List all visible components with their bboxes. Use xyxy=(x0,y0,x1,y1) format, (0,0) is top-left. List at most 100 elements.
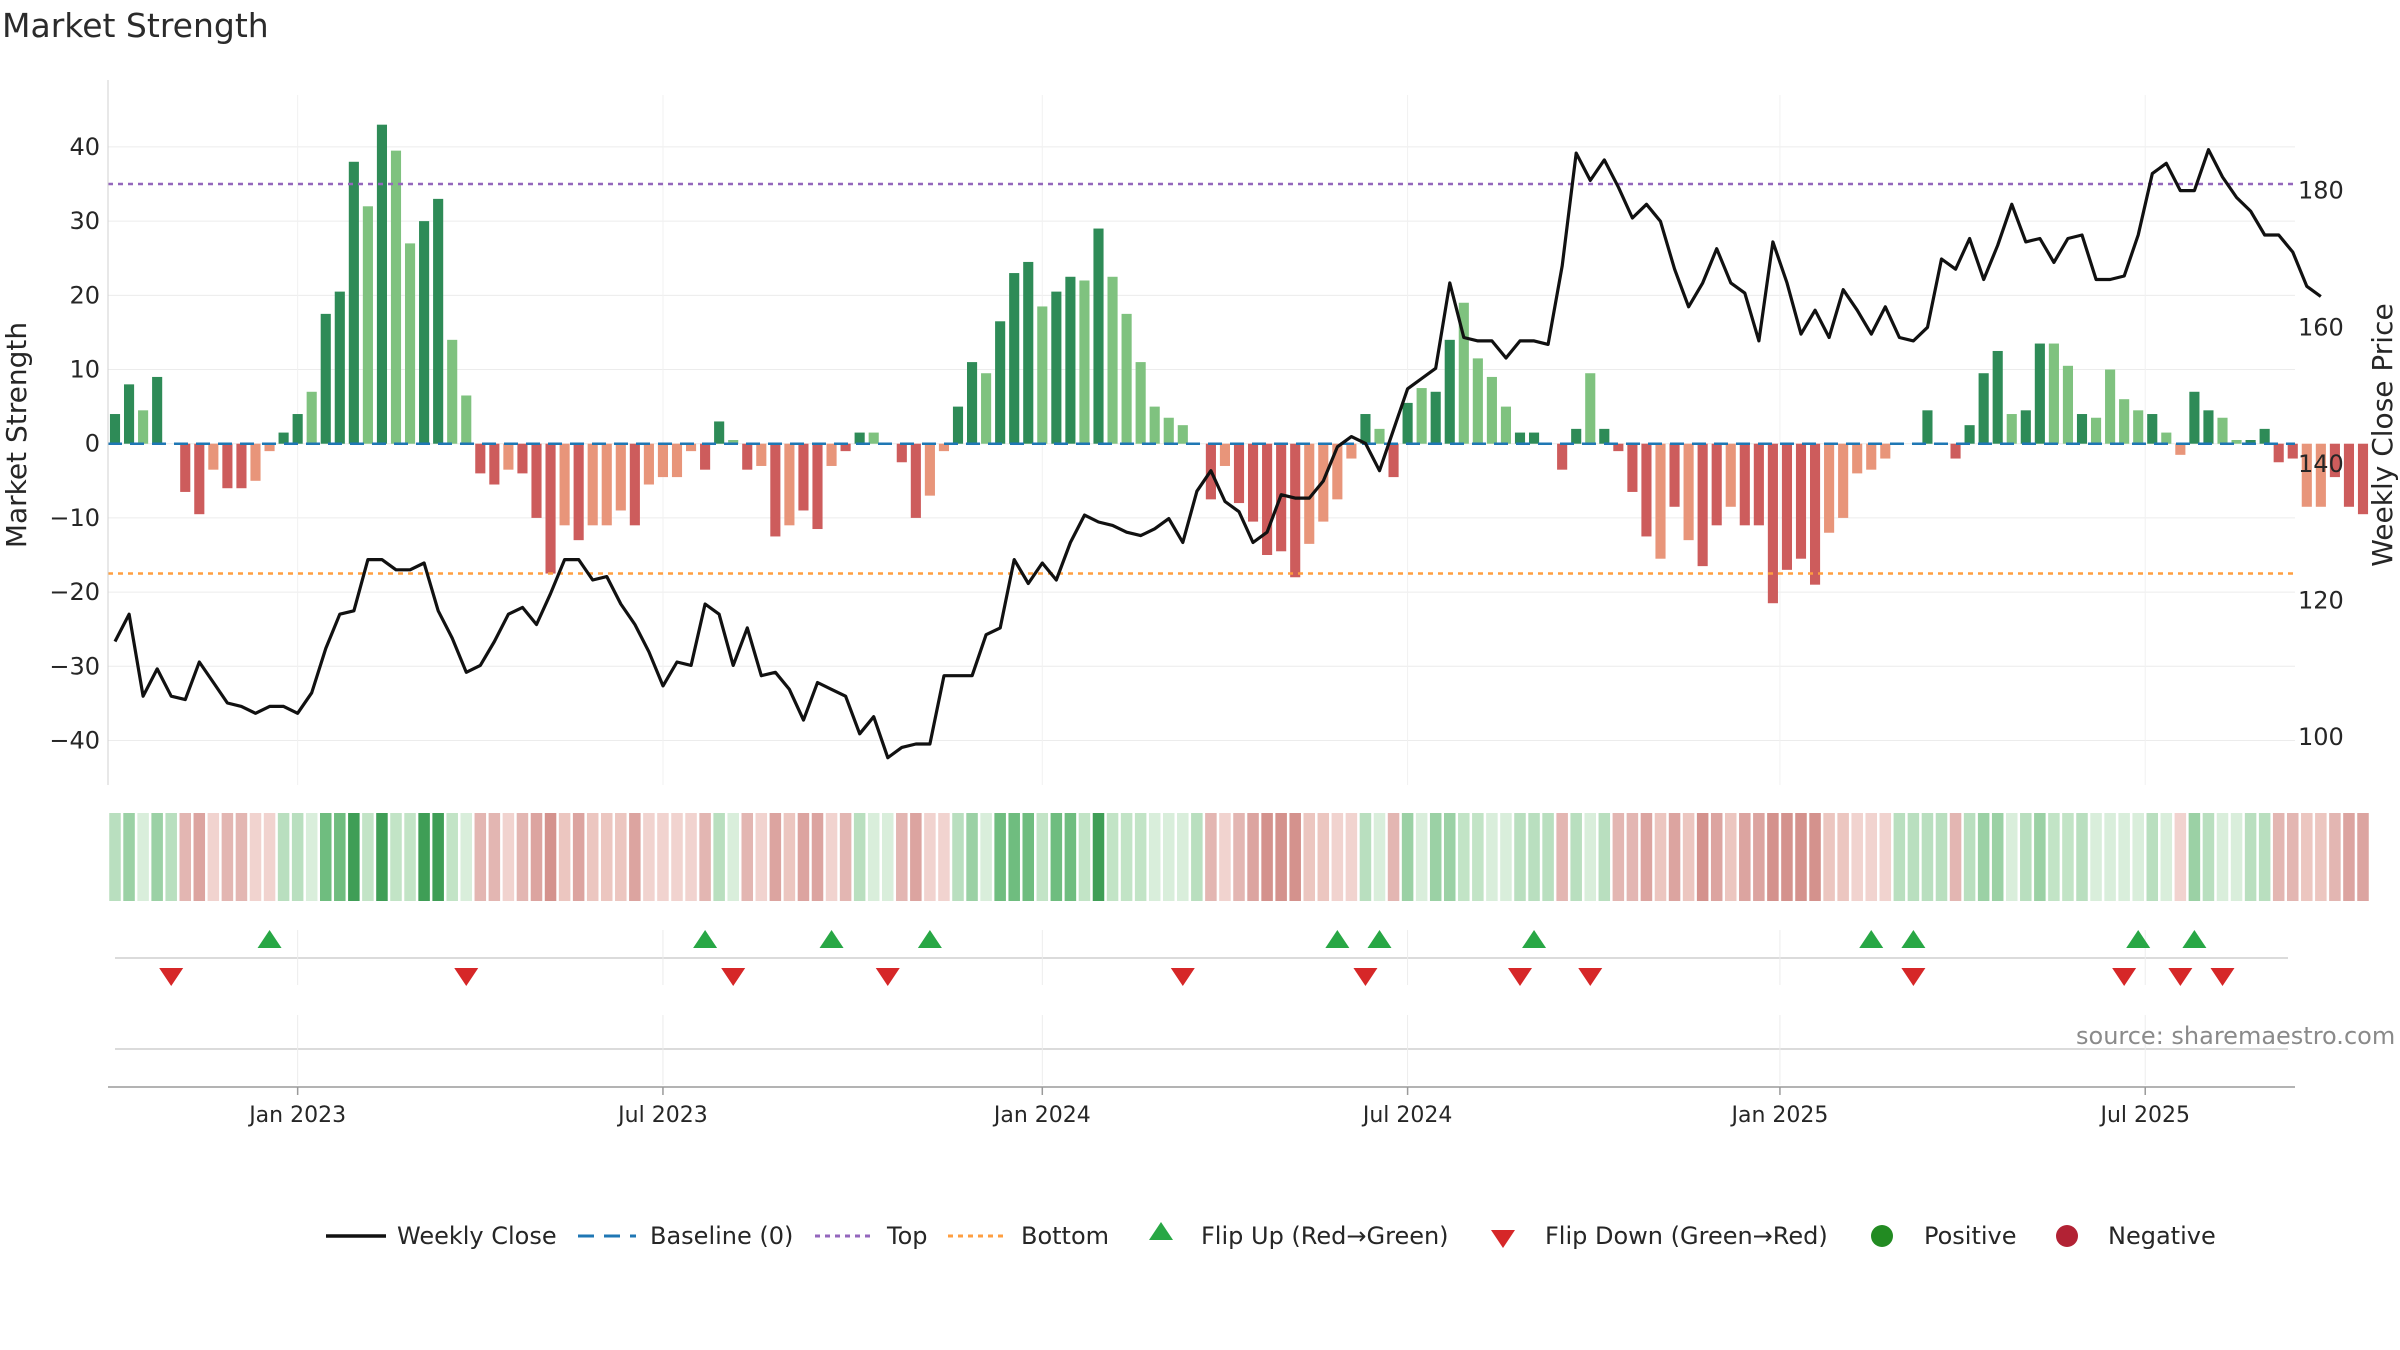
flip-down-marker xyxy=(1508,968,1532,986)
strength-bar xyxy=(657,443,669,478)
regime-cell xyxy=(221,813,234,901)
strength-bar xyxy=(306,391,317,444)
regime-cell xyxy=(1837,813,1849,901)
strength-bar xyxy=(1444,339,1455,444)
strength-bar xyxy=(587,443,598,526)
regime-cell xyxy=(432,813,444,901)
legend-label-baseline: Baseline (0) xyxy=(650,1222,793,1250)
strength-bar xyxy=(770,443,781,537)
regime-cell xyxy=(1219,813,1231,901)
regime-cell xyxy=(1724,813,1737,901)
strength-bar xyxy=(1360,414,1371,444)
x-tick-label: Jul 2024 xyxy=(1361,1103,1453,1128)
strength-bar xyxy=(1472,358,1483,444)
strength-bar xyxy=(2034,343,2045,444)
regime-cell xyxy=(1500,813,1512,901)
regime-cell xyxy=(193,813,206,901)
source-note: source: sharemaestro.com xyxy=(2076,1022,2396,1050)
strength-bar xyxy=(938,443,950,452)
flip-down-marker xyxy=(1170,968,1195,986)
regime-cell xyxy=(1486,813,1498,901)
regime-cell xyxy=(1443,813,1456,901)
y-left-axis-title: Market Strength xyxy=(0,322,33,548)
legend-label-negative: Negative xyxy=(2108,1222,2216,1250)
regime-cell xyxy=(2188,813,2201,901)
strength-bar xyxy=(714,421,725,444)
regime-cell xyxy=(1626,813,1639,901)
regime-cell xyxy=(249,813,262,901)
strength-bar xyxy=(123,384,135,444)
strength-bar xyxy=(1571,428,1582,444)
x-tick-label: Jul 2025 xyxy=(2098,1103,2190,1128)
strength-bar xyxy=(433,198,444,444)
regime-cell xyxy=(362,813,374,901)
regime-cell xyxy=(1865,813,1878,901)
regime-cell xyxy=(1148,813,1161,901)
flip-down-marker xyxy=(875,968,900,986)
legend-label-bottom: Bottom xyxy=(1021,1222,1109,1250)
regime-cell xyxy=(123,813,135,901)
strength-bar xyxy=(1725,443,1736,507)
y-left-tick-label: 20 xyxy=(69,281,100,309)
strength-bar xyxy=(1458,302,1469,444)
strength-bar xyxy=(180,443,191,492)
regime-cell xyxy=(938,813,950,901)
regime-cell xyxy=(334,813,346,901)
regime-cell xyxy=(1682,813,1695,901)
strength-bar xyxy=(1753,443,1764,526)
flip-up-marker xyxy=(1522,930,1547,948)
regime-cell xyxy=(1472,813,1484,901)
strength-bar xyxy=(1852,443,1863,474)
regime-cell xyxy=(544,813,557,901)
strength-bar xyxy=(1585,373,1596,444)
regime-cell xyxy=(165,813,177,901)
strength-bar xyxy=(503,443,514,470)
regime-cell xyxy=(1303,813,1316,901)
regime-cell xyxy=(1654,813,1667,901)
regime-cell xyxy=(1162,813,1175,901)
strength-bar xyxy=(1290,443,1301,578)
regime-cell xyxy=(2301,813,2313,901)
strength-bar xyxy=(1402,402,1413,444)
regime-cell xyxy=(502,813,515,901)
strength-bar xyxy=(2133,410,2144,444)
strength-bar xyxy=(2119,399,2130,444)
legend-label-top: Top xyxy=(886,1222,928,1250)
strength-bar xyxy=(1866,443,1877,470)
regime-cell xyxy=(980,813,992,901)
regime-cell xyxy=(2104,813,2116,901)
regime-cell xyxy=(1317,813,1330,901)
flip-down-marker xyxy=(454,968,479,986)
strength-bar xyxy=(1430,391,1441,444)
regime-cell xyxy=(179,813,192,901)
regime-cell xyxy=(1949,813,1962,901)
weekly-close-line xyxy=(113,148,2322,760)
strength-bar xyxy=(1219,443,1231,466)
strength-bar xyxy=(1093,228,1104,444)
regime-cell xyxy=(263,813,276,901)
x-tick-label: Jul 2023 xyxy=(616,1103,708,1128)
regime-cell xyxy=(2160,813,2173,901)
flip-down-marker xyxy=(159,968,184,986)
strength-bar xyxy=(1528,432,1540,444)
regime-cell xyxy=(1809,813,1821,901)
y-left-tick-label: 10 xyxy=(69,356,100,384)
flip-up-marker xyxy=(2182,930,2207,948)
regime-cell xyxy=(1458,813,1470,901)
regime-cell xyxy=(2230,813,2243,901)
strength-bar xyxy=(1627,443,1638,492)
regime-cell xyxy=(1289,813,1301,901)
strength-bar xyxy=(868,432,879,444)
strength-bar xyxy=(447,339,458,444)
regime-cell xyxy=(600,813,613,901)
regime-cell xyxy=(839,813,852,901)
regime-cell xyxy=(1781,813,1793,901)
strength-bar xyxy=(2287,443,2298,459)
regime-cell xyxy=(1851,813,1863,901)
regime-cell xyxy=(1247,813,1259,901)
legend-label-flip-up: Flip Up (Red→Green) xyxy=(1201,1222,1449,1250)
strength-bar xyxy=(1880,443,1891,459)
strength-bar xyxy=(1037,306,1048,444)
strength-bar xyxy=(208,443,219,470)
strength-bar xyxy=(545,443,556,574)
